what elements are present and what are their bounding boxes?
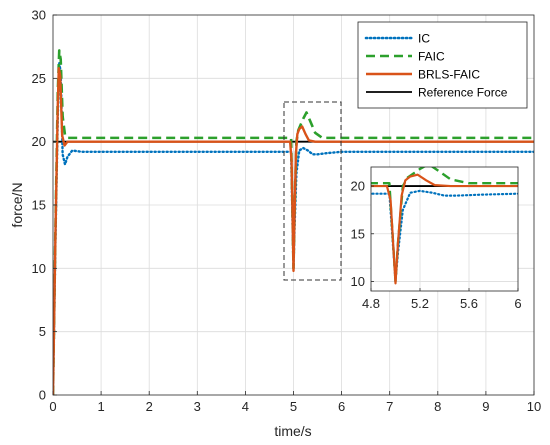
inset-x-tick-label: 6 — [514, 296, 521, 311]
inset-y-tick-label: 15 — [351, 226, 365, 241]
inset-frame — [370, 166, 519, 292]
y-tick-label: 0 — [39, 388, 46, 403]
y-tick-label: 10 — [32, 261, 46, 276]
legend-entry-label: FAIC — [418, 50, 445, 64]
x-tick-label: 1 — [97, 399, 104, 414]
legend-entry-label: IC — [418, 32, 430, 46]
x-tick-label: 3 — [194, 399, 201, 414]
inset-y-tick-label: 20 — [351, 179, 365, 194]
inset-chart: 4.8 5.2 5.6 6 10 15 20 — [351, 166, 522, 311]
y-tick-label: 25 — [32, 71, 46, 86]
x-tick-label: 6 — [338, 399, 345, 414]
x-tick-label: 9 — [482, 399, 489, 414]
x-tick-label: 8 — [434, 399, 441, 414]
inset-ticks: 4.8 5.2 5.6 6 10 15 20 — [351, 179, 522, 311]
inset-series-line-brls-faic — [371, 173, 518, 285]
y-tick-label: 5 — [39, 324, 46, 339]
inset-series — [371, 167, 518, 285]
inset-x-tick-label: 4.8 — [362, 296, 380, 311]
y-tick-label: 30 — [32, 8, 46, 23]
x-axis-label: time/s — [274, 423, 311, 439]
inset-y-tick-label: 10 — [351, 274, 365, 289]
main-ticks: 0 1 2 3 4 5 6 7 8 9 10 0 5 10 15 20 25 30 — [32, 8, 542, 415]
inset-x-tick-label: 5.2 — [411, 296, 429, 311]
y-tick-label: 15 — [32, 198, 46, 213]
x-tick-label: 4 — [242, 399, 249, 414]
x-tick-label: 0 — [49, 399, 56, 414]
x-tick-label: 2 — [146, 399, 153, 414]
x-tick-label: 10 — [527, 399, 541, 414]
x-tick-label: 5 — [290, 399, 297, 414]
x-tick-label: 7 — [386, 399, 393, 414]
y-axis-label: force/N — [9, 182, 25, 227]
zoom-region-box — [283, 101, 342, 281]
inset-x-tick-label: 5.6 — [460, 296, 478, 311]
legend-entry-label: Reference Force — [418, 86, 508, 100]
main-series — [53, 49, 534, 395]
legend-box — [357, 21, 528, 109]
legend-entry-label: BRLS-FAIC — [418, 68, 480, 82]
y-tick-label: 20 — [32, 134, 46, 149]
legend: IC FAIC BRLS-FAIC Reference Force — [357, 21, 528, 109]
series-line-brls-faic — [53, 67, 534, 395]
